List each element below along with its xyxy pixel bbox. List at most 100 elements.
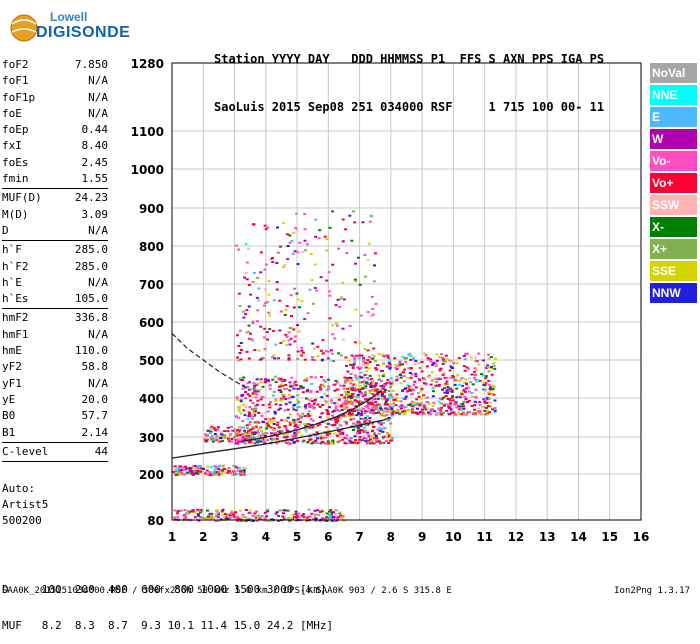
echo-point [327,442,331,445]
echo-point [344,228,348,231]
echo-point [403,368,407,371]
echo-point [486,412,490,415]
echo-point [256,428,260,431]
echo-point [485,401,489,404]
echo-point [181,473,185,476]
param-value: 24.23 [74,191,108,205]
echo-point [346,391,350,393]
echo-point [265,301,269,303]
echo-point [381,387,385,390]
echo-point [439,367,443,370]
echo-point [263,511,267,514]
echo-point [241,434,245,437]
echo-point [334,322,338,325]
echo-point [395,393,399,396]
echo-point [240,438,244,441]
echo-point [449,376,453,379]
echo-point [464,378,468,381]
echo-point [254,391,257,394]
echo-point [259,378,263,381]
echo-point [377,374,381,377]
echo-point [368,438,372,441]
echo-point [255,430,259,433]
echo-point [311,425,315,428]
echo-point [175,470,179,473]
echo-point [419,410,422,413]
echo-point [256,399,260,402]
echo-point [311,419,315,422]
echo-point [356,377,360,380]
x-tick-labels: 1 2 3 4 5 6 7 8 9 10 11 12 13 14 15 16 [168,530,650,544]
echo-point [311,358,315,361]
echo-point [421,408,425,411]
echo-point [344,390,348,393]
echo-point [294,510,298,513]
echo-point [330,399,333,402]
echo-point [277,378,281,381]
echo-point [329,509,333,511]
echo-point [406,384,410,387]
echo-point [263,381,267,384]
echo-point [372,280,376,283]
echo-point [336,415,340,418]
echo-point [235,439,239,442]
echo-point [366,259,370,261]
echo-point [267,424,271,427]
echo-point [241,440,245,443]
param-row: yE 20.0 [2,392,108,408]
echo-point [362,380,366,383]
echo-point [316,424,320,427]
echo-point [175,469,179,472]
x-tick-label: 10 [445,530,462,544]
echo-point [264,288,267,291]
echo-point [334,509,338,512]
echo-point [448,387,452,390]
echo-point [362,437,366,439]
echo-point [293,419,297,422]
echo-point [375,439,379,442]
echo-point [358,436,362,439]
echo-point [252,414,256,417]
echo-point [367,439,371,442]
echo-point [437,413,441,416]
echo-point [294,387,298,390]
legend-item: SSE [650,261,697,281]
echo-point [285,435,289,438]
echo-point [241,436,245,439]
echo-point [443,391,447,394]
echo-point [325,394,329,397]
echo-point [184,465,187,468]
echo-point [358,283,362,286]
echo-point [255,378,259,381]
echo-point [235,396,239,399]
echo-point [363,348,367,350]
param-name: yF2 [2,360,22,374]
echo-point [312,402,316,405]
echo-point [373,438,377,441]
echo-point [384,400,388,403]
echo-point [485,406,489,409]
echo-point [493,399,497,402]
echo-point [368,389,372,392]
echo-point [377,364,381,367]
echo-point [216,426,220,429]
echo-point [305,377,309,380]
echo-point [448,369,452,372]
echo-point [351,387,355,390]
echo-point [313,399,317,401]
echo-point [244,520,248,522]
echo-point [251,414,255,417]
echo-point [251,392,255,395]
echo-point [334,405,338,408]
param-row: B0 57.7 [2,408,108,424]
echo-point [242,470,246,473]
echo-point [351,392,355,395]
echo-point [404,406,408,408]
echo-point [369,382,373,384]
echo-point [232,465,236,467]
echo-point [310,442,314,445]
echo-point [276,251,280,254]
echo-point [205,509,209,512]
echo-point [222,516,226,518]
echo-point [228,471,232,474]
